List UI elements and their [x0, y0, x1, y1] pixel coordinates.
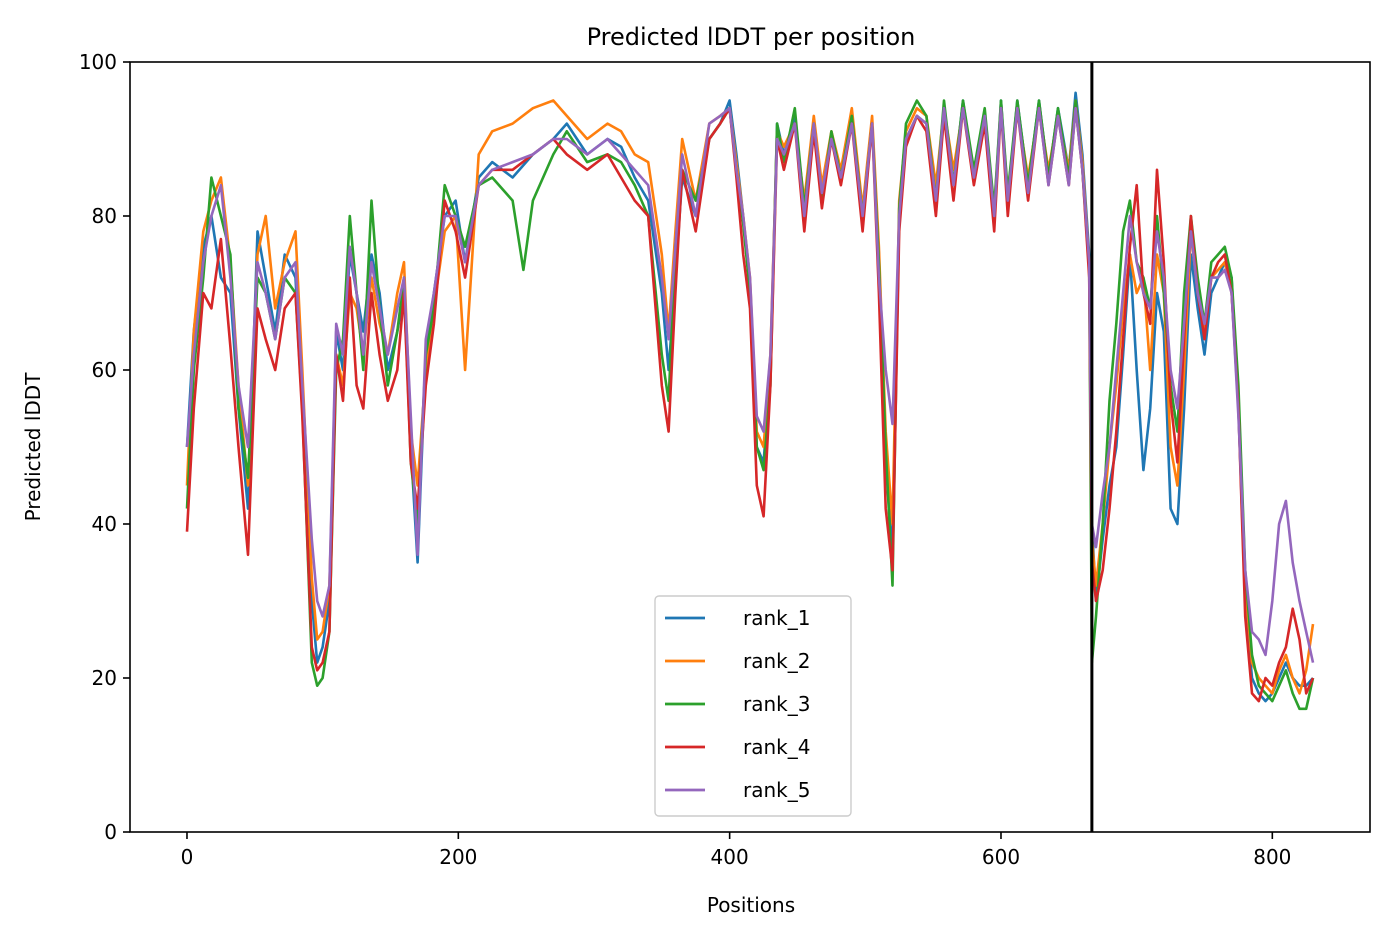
y-axis-ticks: 0 20 40 60 80 100: [79, 50, 130, 844]
x-axis-ticks: 0 200 400 600 800: [181, 832, 1291, 869]
y-axis-label: Predicted lDDT: [21, 372, 45, 522]
x-tick-label: 800: [1253, 845, 1291, 869]
legend-label-rank_5: rank_5: [743, 778, 810, 802]
y-tick-label: 60: [92, 358, 117, 382]
y-tick-label: 80: [92, 204, 117, 228]
legend-label-rank_3: rank_3: [743, 692, 810, 716]
legend-label-rank_4: rank_4: [743, 735, 810, 759]
legend-label-rank_2: rank_2: [743, 649, 810, 673]
x-tick-label: 400: [711, 845, 749, 869]
plot-frame: [129, 61, 1371, 833]
x-tick-label: 0: [181, 845, 194, 869]
chart-title: Predicted lDDT per position: [587, 23, 916, 51]
y-tick-label: 0: [104, 820, 117, 844]
legend-box: [654, 595, 852, 817]
legend-label-rank_1: rank_1: [743, 606, 810, 630]
x-tick-label: 200: [439, 845, 477, 869]
x-axis-label: Positions: [707, 893, 795, 917]
y-tick-label: 20: [92, 666, 117, 690]
plot-lines: [185, 91, 1315, 711]
y-tick-label: 100: [79, 50, 117, 74]
legend: rank_1 rank_2 rank_3 rank_4 rank_5: [654, 595, 852, 817]
y-tick-label: 40: [92, 512, 117, 536]
series-line-rank_5: [185, 106, 1315, 663]
x-tick-label: 600: [982, 845, 1020, 869]
